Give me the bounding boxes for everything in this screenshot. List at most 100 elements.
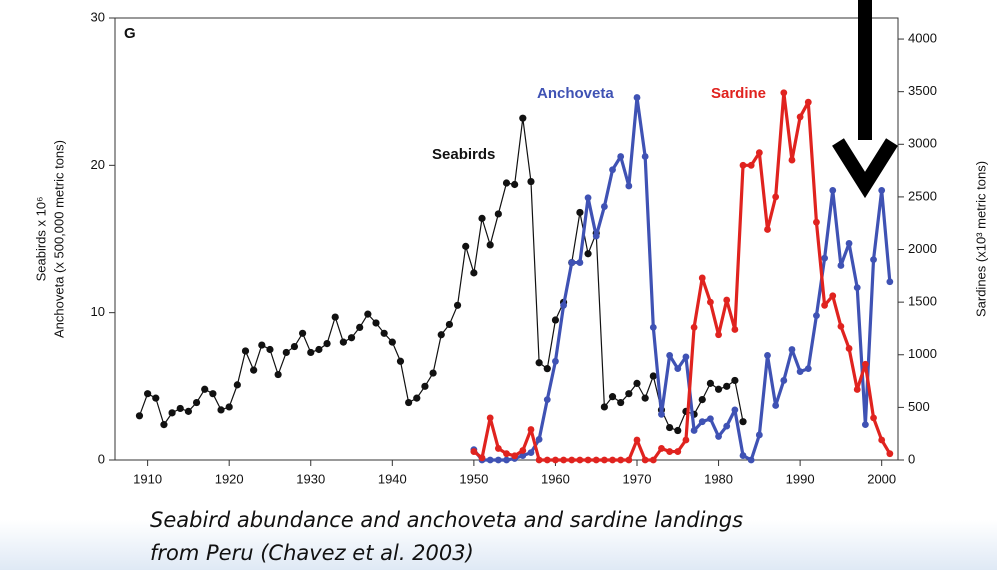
data-point: [486, 414, 494, 422]
data-point: [298, 329, 307, 337]
data-point: [192, 398, 201, 407]
data-point: [731, 406, 739, 414]
data-point: [821, 301, 828, 309]
data-point: [527, 426, 535, 433]
data-point: [813, 312, 820, 320]
y2-tick-label: 0: [908, 451, 915, 466]
data-point: [723, 422, 731, 430]
data-point: [502, 179, 511, 187]
data-point: [837, 262, 845, 269]
data-point: [625, 390, 633, 398]
data-point: [584, 456, 592, 464]
y-axis-label: Seabirds x 10⁶: [33, 197, 48, 282]
data-point: [617, 398, 625, 407]
data-point: [658, 410, 665, 418]
data-point: [666, 351, 674, 359]
data-point: [494, 210, 502, 218]
data-point: [274, 370, 282, 379]
arrow: [832, 0, 898, 199]
y2-tick-label: 1500: [908, 294, 937, 309]
data-point: [568, 456, 576, 464]
data-point: [625, 456, 633, 464]
data-point: [331, 313, 339, 321]
data-point: [453, 301, 462, 309]
x-tick-label: 1960: [541, 471, 570, 486]
data-point: [560, 301, 567, 309]
data-point: [527, 177, 535, 186]
data-point: [152, 394, 160, 402]
data-point: [241, 347, 250, 355]
background-strip: [0, 520, 997, 570]
x-tick-label: 1970: [623, 471, 652, 486]
data-point: [755, 431, 763, 439]
data-point: [731, 376, 739, 385]
data-point: [209, 390, 217, 398]
data-point: [617, 153, 625, 160]
data-point: [723, 296, 731, 304]
data-point: [755, 149, 763, 157]
data-point: [658, 445, 665, 452]
data-point: [796, 113, 804, 121]
data-point: [372, 319, 380, 327]
data-point: [201, 385, 209, 393]
data-point: [543, 456, 551, 464]
series-annotation: Sardine: [711, 85, 766, 102]
data-point: [633, 379, 641, 387]
x-tick-label: 1910: [133, 471, 162, 486]
y2-tick-label: 500: [908, 399, 930, 414]
data-point: [405, 398, 413, 407]
data-point: [690, 324, 698, 331]
data-point: [796, 368, 804, 375]
data-point: [886, 278, 894, 286]
data-point: [813, 218, 820, 226]
data-point: [625, 182, 633, 190]
data-point: [723, 382, 731, 390]
data-point: [674, 365, 682, 373]
y-tick-label: 30: [91, 9, 105, 24]
data-point: [396, 357, 405, 365]
y2-tick-label: 3500: [908, 83, 937, 98]
data-point: [788, 156, 796, 164]
data-point: [323, 340, 331, 348]
data-point: [217, 406, 225, 414]
y2-tick-label: 2000: [908, 241, 937, 256]
data-point: [543, 365, 551, 373]
data-point: [764, 351, 771, 359]
data-point: [739, 161, 747, 169]
x-tick-label: 1950: [459, 471, 488, 486]
y2-tick-label: 4000: [908, 30, 937, 45]
y2-tick-label: 3000: [908, 136, 937, 151]
series-line: [472, 95, 892, 462]
data-point: [486, 456, 494, 464]
data-point: [821, 254, 828, 262]
data-point: [698, 418, 706, 426]
data-point: [576, 259, 584, 266]
data-point: [853, 386, 861, 393]
data-point: [706, 379, 715, 387]
data-point: [829, 186, 837, 194]
data-point: [666, 423, 674, 432]
data-point: [666, 448, 674, 455]
data-point: [576, 208, 584, 217]
data-point: [592, 232, 600, 240]
data-point: [503, 456, 510, 464]
data-point: [739, 452, 747, 459]
data-point: [739, 418, 747, 426]
data-point: [707, 298, 714, 306]
data-point: [258, 341, 266, 349]
data-point: [462, 242, 470, 250]
x-tick-label: 1920: [215, 471, 244, 486]
data-point: [176, 404, 184, 413]
data-point: [674, 426, 682, 435]
data-point: [731, 326, 739, 333]
data-point: [641, 456, 649, 464]
data-point: [511, 452, 519, 460]
data-point: [698, 395, 706, 404]
data-point: [552, 357, 559, 365]
data-point: [290, 342, 299, 351]
data-point: [682, 436, 690, 444]
data-point: [470, 269, 478, 277]
data-point: [829, 292, 837, 300]
data-point: [168, 409, 176, 417]
data-point: [878, 436, 886, 444]
